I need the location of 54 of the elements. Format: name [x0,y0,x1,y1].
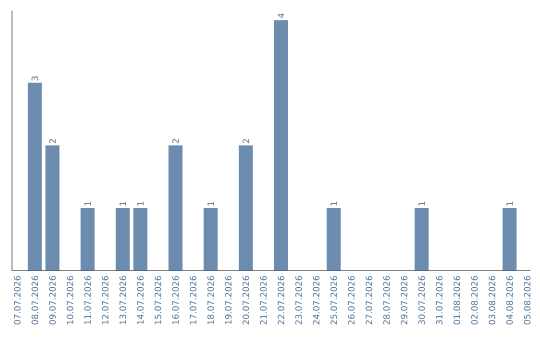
x-tick-label: 03.08.2026 [488,276,496,324]
data-label: 1 [506,202,513,206]
data-label: 1 [120,202,126,206]
bar [414,208,429,271]
data-label: 1 [137,202,144,206]
bar [238,145,253,271]
x-tick-label: 18.07.2026 [207,276,214,324]
data-label: 2 [242,139,250,144]
data-label: 3 [32,76,38,80]
x-tick-label: 10.07.2026 [66,276,74,324]
bar [28,82,42,271]
x-tick-label: 23.07.2026 [295,276,302,324]
data-label: 2 [49,139,56,144]
data-label: 1 [330,202,337,206]
data-label: 4 [278,13,284,18]
bar [502,208,517,271]
bar [274,20,288,271]
x-tick-label: 08.07.2026 [32,276,38,324]
x-tick-label: 07.07.2026 [14,276,21,324]
x-tick-label: 11.07.2026 [84,276,91,324]
x-tick-label: 20.07.2026 [242,276,250,324]
x-tick-label: 04.08.2026 [506,276,513,324]
x-tick-label: 31.07.2026 [436,276,443,324]
x-tick-label: 29.07.2026 [400,276,408,324]
x-tick-label: 28.07.2026 [383,276,390,324]
x-tick-label: 25.07.2026 [330,276,338,324]
bar [204,208,218,271]
bar [45,145,60,271]
x-tick-label: 12.07.2026 [102,276,108,324]
x-tick-label: 16.07.2026 [172,276,179,324]
x-tick-label: 14.07.2026 [137,276,144,324]
bar [326,208,341,271]
x-tick-label: 17.07.2026 [190,276,196,324]
x-tick-label: 30.07.2026 [418,276,425,324]
x-tick-label: 27.07.2026 [366,276,372,324]
x-tick-label: 01.08.2026 [454,276,460,324]
x-tick-label: 02.08.2026 [471,276,478,324]
x-tick-label: 22.07.2026 [278,276,284,324]
x-tick-label: 13.07.2026 [120,276,126,324]
data-label: 2 [172,139,179,144]
x-tick-label: 05.08.2026 [524,276,530,324]
bar [116,208,130,271]
bar [168,145,183,271]
bar [80,208,95,271]
data-label: 1 [418,202,425,206]
x-tick-label: 26.07.2026 [348,276,355,324]
data-label: 1 [84,202,91,206]
x-tick-label: 09.07.2026 [49,276,56,324]
data-label: 1 [208,202,214,206]
x-tick-label: 21.07.2026 [260,276,267,324]
bar [133,208,148,271]
x-tick-label: 15.07.2026 [154,276,162,324]
x-tick-label: 24.07.2026 [312,276,320,324]
x-tick-label: 19.07.2026 [224,276,232,324]
